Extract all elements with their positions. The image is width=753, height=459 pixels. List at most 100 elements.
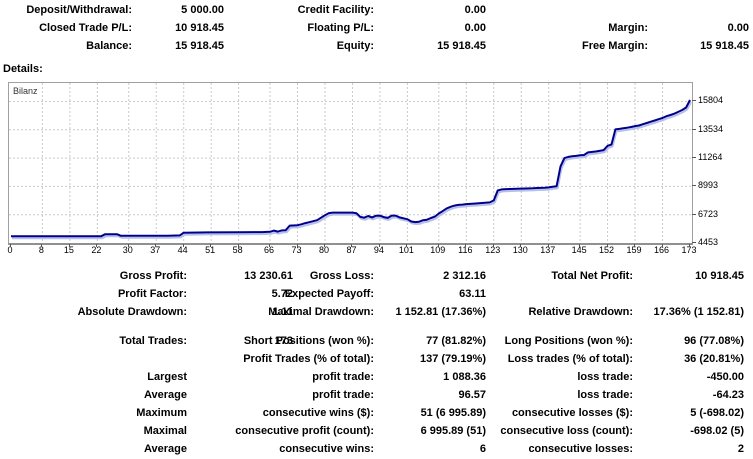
stat-cell-label: Average: [143, 389, 187, 401]
stat-cell-value: 17.36% (1 152.81): [653, 306, 744, 318]
summary-cell-value: 10 918.45: [175, 22, 224, 34]
summary-cell-label: Free Margin:: [581, 40, 648, 52]
stat-cell-label: Average: [143, 443, 187, 455]
x-axis-tick-label: 8: [38, 245, 44, 255]
x-axis-tick-mark: [237, 244, 239, 247]
stat-cell-value: -450.00: [706, 371, 744, 383]
x-axis-tick-label: 159: [626, 245, 642, 255]
stat-cell-label: Largest: [147, 371, 187, 383]
x-axis-tick-label: 173: [681, 245, 697, 255]
y-axis-tick-mark: [692, 128, 696, 130]
summary-cell-label: Floating P/L:: [307, 22, 374, 34]
summary-cell-label: Deposit/Withdrawal:: [26, 4, 132, 16]
summary-cell-label: Credit Facility:: [297, 4, 374, 16]
x-axis-tick-mark: [68, 244, 70, 247]
x-axis-tick-label: 145: [571, 245, 587, 255]
stat-cell-value: -64.23: [712, 389, 744, 401]
x-axis-tick-mark: [323, 244, 325, 247]
stat-cell-value: 13 230.61: [244, 270, 293, 282]
y-axis-tick-label: 6723: [698, 208, 719, 219]
stat-cell-label: Gross Loss:: [309, 270, 374, 282]
x-axis-tick-mark: [492, 244, 494, 247]
stat-cell-value: 6 995.89 (51): [420, 425, 486, 437]
x-axis-tick-mark: [661, 244, 663, 247]
summary-cell-value: 0.00: [727, 22, 749, 34]
stat-cell-label: Absolute Drawdown:: [77, 306, 187, 318]
y-axis-tick-label: 13534: [698, 123, 724, 134]
stat-cell-label: Long Positions (won %):: [504, 335, 633, 347]
stat-cell-label: consecutive wins:: [279, 443, 374, 455]
x-axis-tick-mark: [210, 244, 212, 247]
summary-cell-value: 15 918.45: [437, 40, 486, 52]
balance-line-shadow: [12, 101, 692, 240]
x-axis-tick-mark: [547, 244, 549, 247]
stat-cell-label: Loss trades (% of total):: [507, 353, 633, 365]
stat-cell-value: 51 (6 995.89): [420, 407, 486, 419]
x-axis-tick-label: 30: [122, 245, 133, 255]
x-axis-tick-mark: [296, 244, 298, 247]
x-axis-tick-label: 166: [654, 245, 670, 255]
stat-cell-label: Gross Profit:: [119, 270, 187, 282]
x-axis-tick-label: 66: [264, 245, 275, 255]
x-axis-tick-mark: [155, 244, 157, 247]
chart-title: Bilanz: [13, 86, 38, 96]
stat-cell-label: profit trade:: [312, 389, 374, 401]
stat-cell-value: -698.02 (5): [690, 425, 744, 437]
summary-cell-value: 0.00: [464, 22, 486, 34]
stat-cell-value: 63.11: [459, 288, 486, 300]
x-axis-tick-label: 152: [599, 245, 615, 255]
x-axis-tick-label: 137: [540, 245, 556, 255]
stat-cell-value: 5 (-698.02): [690, 407, 744, 419]
stat-cell-label: consecutive losses:: [528, 443, 633, 455]
stat-cell-value: 2: [737, 443, 744, 455]
stat-cell-label: loss trade:: [577, 389, 633, 401]
x-axis-tick-label: 22: [91, 245, 102, 255]
x-axis-tick-label: 44: [177, 245, 188, 255]
stat-cell-label: profit trade:: [312, 371, 374, 383]
x-axis-tick-label: 101: [398, 245, 414, 255]
x-axis-tick-mark: [689, 244, 690, 247]
stat-cell-value: 36 (20.81%): [684, 353, 744, 365]
y-axis-tick-label: 4453: [698, 237, 719, 247]
summary-cell-label: Balance:: [86, 40, 132, 52]
x-axis-tick-label: 15: [63, 245, 74, 255]
summary-cell-label: Margin:: [608, 22, 648, 34]
stat-cell-label: Total Trades:: [119, 335, 187, 347]
details-section-label: Details:: [3, 63, 43, 75]
x-axis-tick-label: 37: [150, 245, 161, 255]
x-axis-tick-mark: [406, 244, 408, 247]
y-axis-tick-mark: [692, 242, 696, 243]
x-axis-tick-label: 80: [318, 245, 329, 255]
balance-chart: Bilanz: [8, 82, 693, 245]
x-axis-tick-mark: [606, 244, 608, 247]
y-axis-tick-label: 8993: [698, 180, 719, 191]
y-axis-tick-mark: [692, 157, 696, 159]
summary-cell-value: 0.00: [464, 4, 486, 16]
x-axis-tick-mark: [182, 244, 184, 247]
stat-cell-label: consecutive losses ($):: [511, 407, 633, 419]
y-axis-tick-label: 11264: [698, 152, 723, 163]
stat-cell-label: loss trade:: [577, 371, 633, 383]
stat-cell-label: Profit Trades (% of total):: [243, 353, 374, 365]
stat-cell-label: consecutive loss (count):: [500, 425, 633, 437]
stat-cell-label: Total Net Profit:: [551, 270, 633, 282]
stat-cell-value: 10 918.45: [695, 270, 744, 282]
summary-cell-value: 15 918.45: [700, 40, 749, 52]
x-axis-tick-label: 58: [232, 245, 243, 255]
stat-cell-value: 1 152.81 (17.36%): [395, 306, 486, 318]
x-axis-tick-label: 51: [205, 245, 216, 255]
stat-cell-label: consecutive wins ($):: [262, 407, 374, 419]
stat-cell-label: Maximal: [143, 425, 187, 437]
stat-cell-value: 6: [479, 443, 486, 455]
stat-cell-value: 77 (81.82%): [426, 335, 486, 347]
summary-cell-value: 15 918.45: [175, 40, 224, 52]
stat-cell-label: Profit Factor:: [117, 288, 187, 300]
y-axis-tick-label: 15804: [698, 95, 724, 106]
stat-cell-label: Maximal Drawdown:: [268, 306, 374, 318]
x-axis-tick-mark: [465, 244, 467, 247]
stat-cell-label: Expected Payoff:: [284, 288, 374, 300]
summary-cell-value: 5 000.00: [181, 4, 224, 16]
stat-cell-label: Relative Drawdown:: [528, 306, 633, 318]
balance-line: [11, 99, 691, 238]
